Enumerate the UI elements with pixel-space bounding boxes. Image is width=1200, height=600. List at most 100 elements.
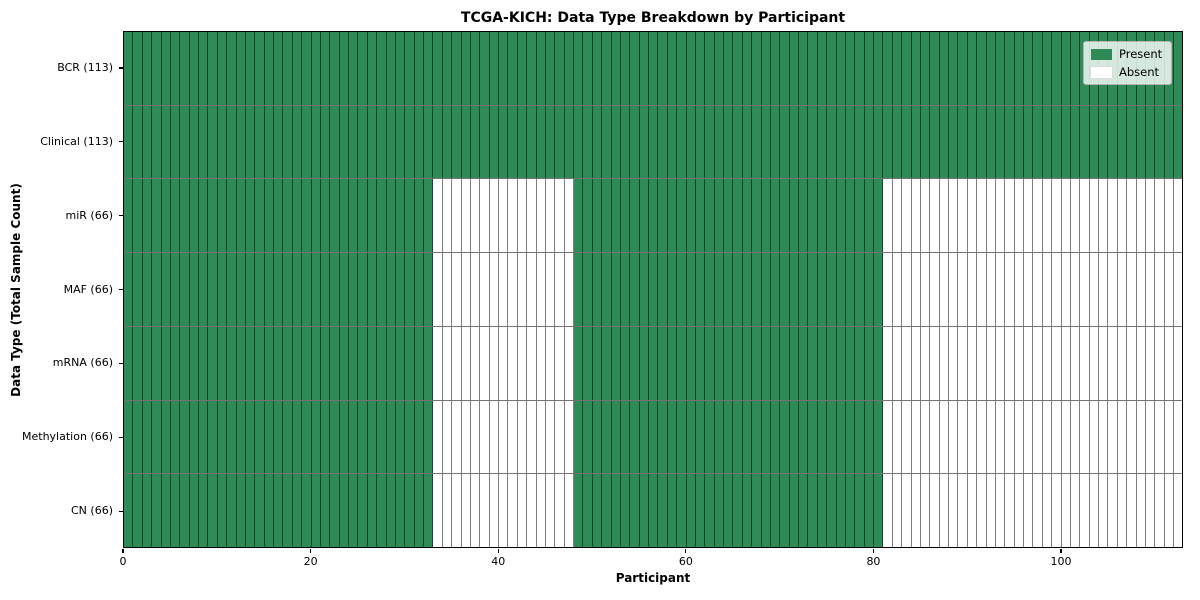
heatmap-cell	[377, 179, 387, 253]
heatmap-cell	[705, 105, 715, 179]
heatmap-cell	[986, 253, 996, 326]
heatmap-cell	[1005, 32, 1015, 105]
heatmap-cell	[1136, 179, 1146, 253]
heatmap-cell	[358, 32, 368, 105]
heatmap-cell	[489, 326, 499, 400]
heatmap-cell	[461, 253, 471, 326]
heatmap-cell	[770, 179, 781, 253]
heatmap-cell	[1174, 326, 1183, 400]
heatmap-cell	[480, 253, 490, 326]
heatmap-cell	[245, 105, 256, 179]
heatmap-cell	[1145, 326, 1156, 400]
heatmap-cell	[330, 326, 340, 400]
heatmap-cell	[1164, 179, 1174, 253]
heatmap-cell	[967, 105, 978, 179]
x-tick-label: 100	[1050, 555, 1072, 568]
heatmap-cell	[152, 474, 162, 548]
heatmap-cell	[1164, 253, 1174, 326]
heatmap-cell	[320, 179, 331, 253]
heatmap-cell	[1174, 179, 1183, 253]
heatmap-cell	[799, 400, 809, 474]
heatmap-cell	[1070, 105, 1081, 179]
heatmap-cell	[180, 105, 190, 179]
heatmap-row	[124, 32, 1183, 106]
heatmap-cell	[667, 179, 678, 253]
heatmap-cell	[714, 105, 724, 179]
heatmap-cell	[620, 474, 631, 548]
heatmap-cell	[124, 253, 134, 326]
heatmap-cell	[752, 32, 762, 105]
heatmap-cell	[939, 32, 949, 105]
heatmap-cell	[367, 253, 378, 326]
heatmap-cell	[142, 253, 153, 326]
heatmap-cell	[1070, 32, 1081, 105]
heatmap-cell	[733, 400, 743, 474]
heatmap-cell	[958, 326, 968, 400]
heatmap-cell	[649, 32, 659, 105]
heatmap-cell	[967, 32, 978, 105]
heatmap-cell	[564, 179, 574, 253]
heatmap-row	[124, 105, 1183, 180]
heatmap-cell	[1033, 400, 1043, 474]
heatmap-cell	[152, 32, 162, 105]
heatmap-cell	[320, 105, 331, 179]
x-tick-label: 60	[678, 555, 693, 568]
heatmap-cell	[124, 32, 134, 105]
heatmap-cell	[227, 179, 237, 253]
heatmap-cell	[667, 400, 678, 474]
legend-swatch-present-icon	[1091, 48, 1112, 60]
heatmap-cell	[967, 253, 978, 326]
heatmap-cell	[611, 400, 621, 474]
heatmap-cell	[1033, 474, 1043, 548]
heatmap-cell	[761, 326, 771, 400]
heatmap-cell	[920, 474, 931, 548]
heatmap-cell	[1061, 32, 1071, 105]
heatmap-cell	[770, 326, 781, 400]
heatmap-cell	[611, 253, 621, 326]
heatmap-cell	[686, 400, 696, 474]
heatmap-cell	[377, 32, 387, 105]
y-tick-label: BCR (113)	[57, 60, 113, 74]
heatmap-cell	[536, 474, 546, 548]
heatmap-cell	[395, 32, 406, 105]
heatmap-cell	[874, 253, 884, 326]
heatmap-cell	[995, 179, 1006, 253]
heatmap-cell	[752, 326, 762, 400]
heatmap-cell	[208, 400, 218, 474]
y-tick-label: Methylation (66)	[22, 430, 113, 444]
heatmap-cell	[667, 32, 678, 105]
heatmap-cell	[649, 179, 659, 253]
heatmap-cell	[508, 400, 518, 474]
heatmap-cell	[639, 400, 649, 474]
heatmap-cell	[574, 253, 584, 326]
heatmap-cell	[405, 179, 415, 253]
y-tick-mark	[119, 215, 123, 217]
heatmap-cell	[480, 474, 490, 548]
heatmap-cell	[1099, 253, 1109, 326]
chart-title: TCGA-KICH: Data Type Breakdown by Partic…	[460, 10, 846, 26]
heatmap-cell	[836, 32, 846, 105]
heatmap-cell	[199, 326, 209, 400]
heatmap-cell	[977, 105, 987, 179]
heatmap-cell	[555, 326, 565, 400]
heatmap-cell	[677, 105, 687, 179]
heatmap-cell	[724, 474, 734, 548]
heatmap-cell	[1052, 32, 1062, 105]
heatmap-cell	[377, 105, 387, 179]
heatmap-cell	[433, 179, 443, 253]
heatmap-cell	[770, 32, 781, 105]
heatmap-cell	[545, 32, 556, 105]
heatmap-cell	[1042, 326, 1053, 400]
heatmap-cell	[1117, 105, 1128, 179]
heatmap-cell	[545, 179, 556, 253]
heatmap-cell	[1061, 400, 1071, 474]
heatmap-cell	[517, 179, 528, 253]
heatmap-cell	[1108, 253, 1118, 326]
heatmap-cell	[536, 253, 546, 326]
heatmap-cell	[274, 474, 284, 548]
heatmap-cell	[958, 474, 968, 548]
heatmap-cell	[386, 32, 396, 105]
heatmap-cell	[470, 400, 481, 474]
heatmap-cell	[1099, 179, 1109, 253]
heatmap-cell	[180, 474, 190, 548]
